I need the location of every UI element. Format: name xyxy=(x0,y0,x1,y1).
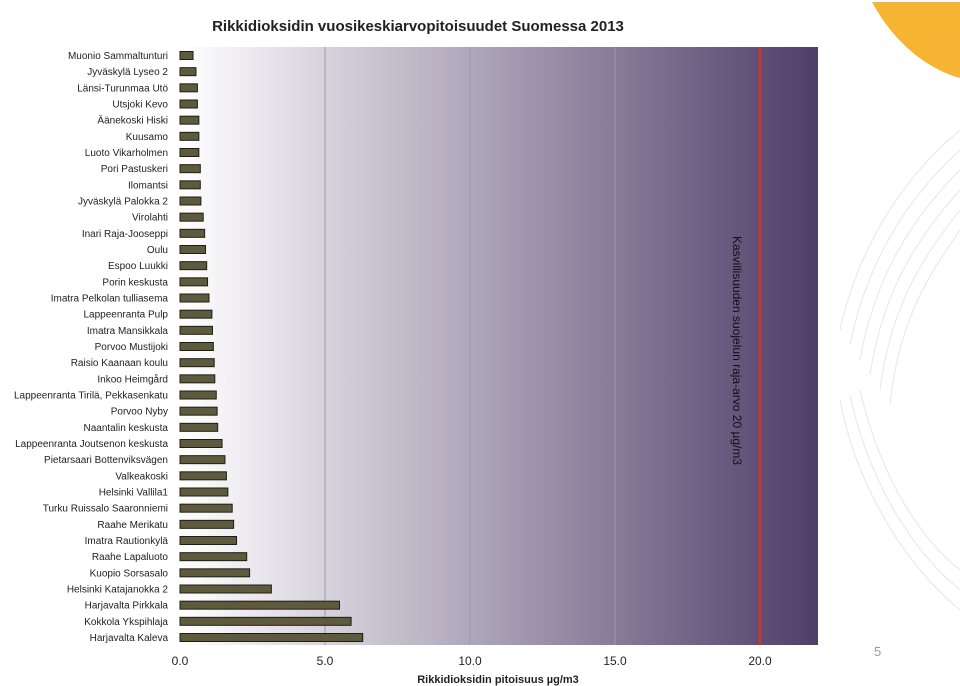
bar xyxy=(179,406,218,416)
x-tick-labels: 0.0 5.0 10.0 15.0 20.0 xyxy=(172,654,772,668)
category-label: Helsinki Katajanokka 2 xyxy=(67,585,169,596)
bar xyxy=(179,358,215,368)
bar xyxy=(179,99,198,109)
category-labels: Muonio Sammaltunturi Jyväskylä Lyseo 2 Län… xyxy=(14,51,168,644)
category-label: Inkoo Heimgård xyxy=(97,373,168,385)
category-label: Kuopio Sorsasalo xyxy=(90,568,169,579)
bar xyxy=(179,503,233,513)
bar xyxy=(179,519,235,529)
category-label: Harjavalta Pirkkala xyxy=(85,601,169,612)
category-label: Utsjoki Kevo xyxy=(112,100,168,111)
bar xyxy=(179,83,198,93)
category-label: Imatra Mansikkala xyxy=(87,326,169,337)
category-label: Äänekoski Hiski xyxy=(97,115,168,127)
bar xyxy=(179,212,204,222)
bar xyxy=(179,131,200,141)
category-label: Harjavalta Kaleva xyxy=(90,633,169,644)
category-label: Jyväskylä Palokka 2 xyxy=(78,197,168,208)
category-label: Virolahti xyxy=(132,213,168,224)
category-label: Naantalin keskusta xyxy=(84,423,169,434)
category-label: Valkeakoski xyxy=(115,471,168,482)
category-label: Pori Pastuskeri xyxy=(101,164,168,175)
category-label: Muonio Sammaltunturi xyxy=(68,51,168,62)
category-label: Raahe Merikatu xyxy=(97,520,168,531)
bar xyxy=(179,67,197,77)
category-label: Espoo Luukki xyxy=(108,261,168,272)
reference-limit-label: Kasvillisuuden suojelun raja-arvo 20 µg/… xyxy=(730,236,744,465)
bar xyxy=(179,325,213,335)
bar xyxy=(179,374,216,384)
bar xyxy=(179,616,352,626)
chart-title: Rikkidioksidin vuosikeskiarvopitoisuudet… xyxy=(212,18,624,35)
category-label: Ilomantsi xyxy=(128,180,168,191)
category-label: Luoto Vikarholmen xyxy=(85,148,168,159)
category-label: Lappeenranta Tirilä, Pekkasenkatu xyxy=(14,391,168,402)
bar xyxy=(179,600,340,610)
category-label: Oulu xyxy=(147,245,168,256)
category-label: Porvoo Mustijoki xyxy=(95,342,168,353)
bar xyxy=(179,552,248,562)
category-label: Kuusamo xyxy=(126,132,169,143)
bar xyxy=(179,180,201,190)
bar xyxy=(179,245,207,254)
category-label: Kokkola Ykspihlaja xyxy=(84,617,168,628)
sun-logo xyxy=(872,2,960,78)
bar xyxy=(179,439,223,448)
plot-area xyxy=(180,47,818,645)
category-label: Porin keskusta xyxy=(102,277,168,288)
category-label: Porvoo Nyby xyxy=(111,407,168,418)
bar xyxy=(179,568,251,578)
bar xyxy=(179,309,213,319)
category-label: Pietarsaari Bottenviksvägen xyxy=(44,455,168,466)
x-tick-label: 10.0 xyxy=(458,654,482,668)
bar xyxy=(179,342,214,351)
category-label: Raahe Lapaluoto xyxy=(92,552,169,563)
bar xyxy=(179,455,226,465)
x-tick-label: 5.0 xyxy=(317,654,334,668)
category-label: Helsinki Vallila1 xyxy=(99,488,169,499)
x-tick-label: 15.0 xyxy=(603,654,627,668)
bar xyxy=(179,164,201,174)
bar xyxy=(179,422,219,432)
x-axis-label: Rikkidioksidin pitoisuus µg/m3 xyxy=(417,674,579,686)
category-label: Inari Raja-Jooseppi xyxy=(82,229,168,240)
category-label: Lappeenranta Joutsenon keskusta xyxy=(15,439,168,450)
decorative-curves xyxy=(839,129,960,611)
bar xyxy=(179,487,229,497)
bar xyxy=(179,148,200,157)
bar xyxy=(179,471,227,481)
bar xyxy=(179,261,208,271)
category-label: Imatra Pelkolan tulliasema xyxy=(51,294,169,305)
bar xyxy=(179,633,364,642)
category-label: Turku Ruissalo Saaronniemi xyxy=(43,504,168,515)
bar xyxy=(179,228,206,238)
bar xyxy=(179,115,200,125)
category-label: Raisio Kaanaan koulu xyxy=(71,358,168,369)
bar xyxy=(179,584,272,594)
category-label: Jyväskylä Lyseo 2 xyxy=(87,67,168,78)
category-label: Länsi-Turunmaa Utö xyxy=(77,83,168,94)
bars xyxy=(179,51,364,642)
category-label: Imatra Rautionkylä xyxy=(85,536,169,547)
bar xyxy=(179,293,210,303)
x-tick-label: 0.0 xyxy=(172,654,189,668)
bar xyxy=(179,196,202,206)
bar xyxy=(179,277,209,287)
bar xyxy=(179,536,238,545)
bar xyxy=(179,51,194,60)
page-number: 5 xyxy=(874,644,882,659)
x-tick-label: 20.0 xyxy=(748,654,772,668)
bar xyxy=(179,390,217,400)
category-label: Lappeenranta Pulp xyxy=(83,310,168,321)
